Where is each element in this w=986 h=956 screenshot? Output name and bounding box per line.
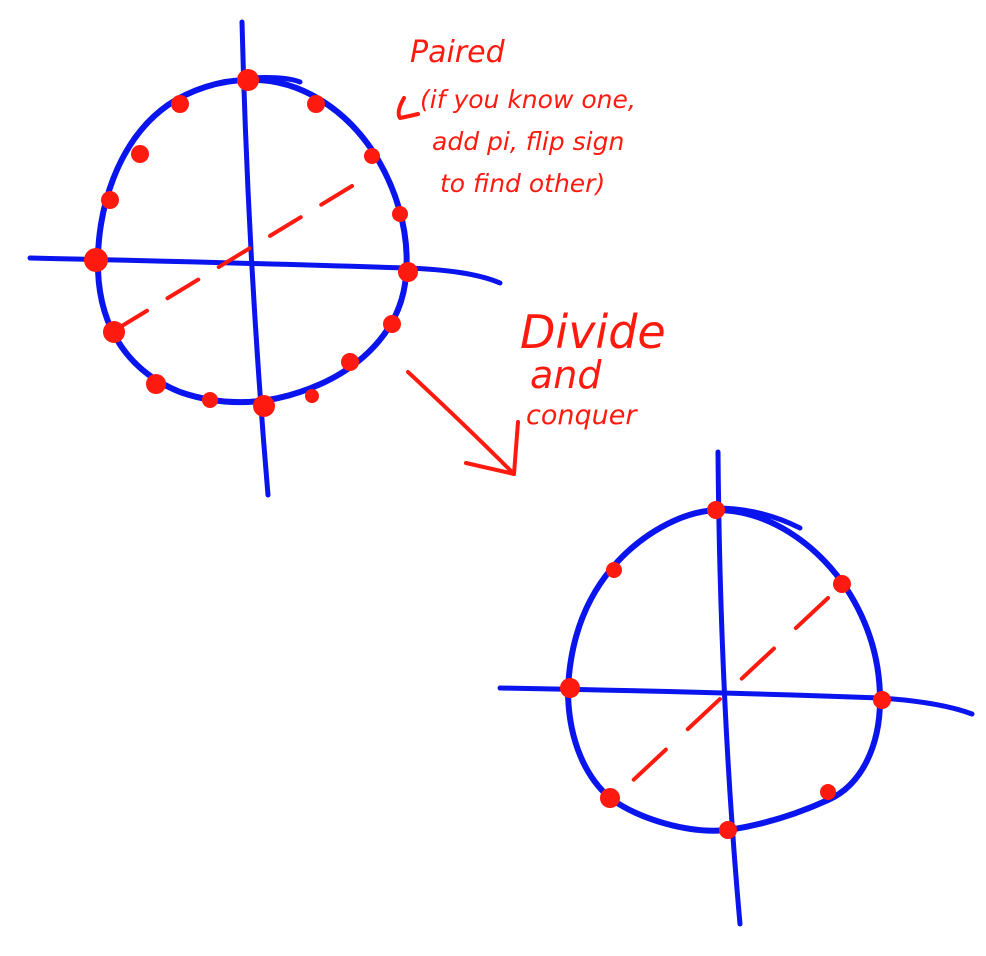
point-2 [833,575,851,593]
point-1 [707,501,725,519]
point-15 [131,145,149,163]
point-11 [146,374,166,394]
paired-hook-mark [396,96,420,120]
paired-note-line1: (if you know one, [420,85,636,114]
left-diagram [27,19,503,498]
paired-label: Paired [410,35,506,70]
point-9 [253,395,275,417]
point-6 [383,315,401,333]
point-1 [237,69,259,91]
point-6 [600,788,620,808]
conquer-label: conquer [526,400,638,431]
point-4 [392,206,408,222]
point-8 [606,562,622,578]
and-label: and [530,353,602,397]
point-14 [101,191,119,209]
point-2 [307,95,325,113]
arrow-shaft [406,370,516,476]
point-5 [398,262,418,282]
arrow-head [464,420,520,476]
right-y-axis [715,449,743,927]
point-7 [560,678,580,698]
left-points [84,69,418,417]
point-8 [305,389,319,403]
point-4 [820,784,836,800]
left-y-axis [239,19,271,498]
left-diagonal-dashed [110,184,354,334]
down-arrow [406,370,520,476]
right-x-axis [497,685,975,717]
right-diagonal-dashed [610,596,830,802]
right-diagram [497,449,975,927]
point-13 [84,248,108,272]
point-7 [341,353,359,371]
right-points [560,501,891,839]
paired-note-line3: to find other) [440,169,605,198]
annotations: Paired (if you know one, add pi, flip si… [396,35,666,431]
point-16 [171,95,189,113]
paired-note-line2: add pi, flip sign [432,127,624,156]
point-3 [364,148,380,164]
point-12 [103,321,125,343]
point-3 [873,691,891,709]
left-x-axis [27,255,503,286]
divide-label: Divide [520,305,666,359]
point-5 [719,821,737,839]
point-10 [202,392,218,408]
